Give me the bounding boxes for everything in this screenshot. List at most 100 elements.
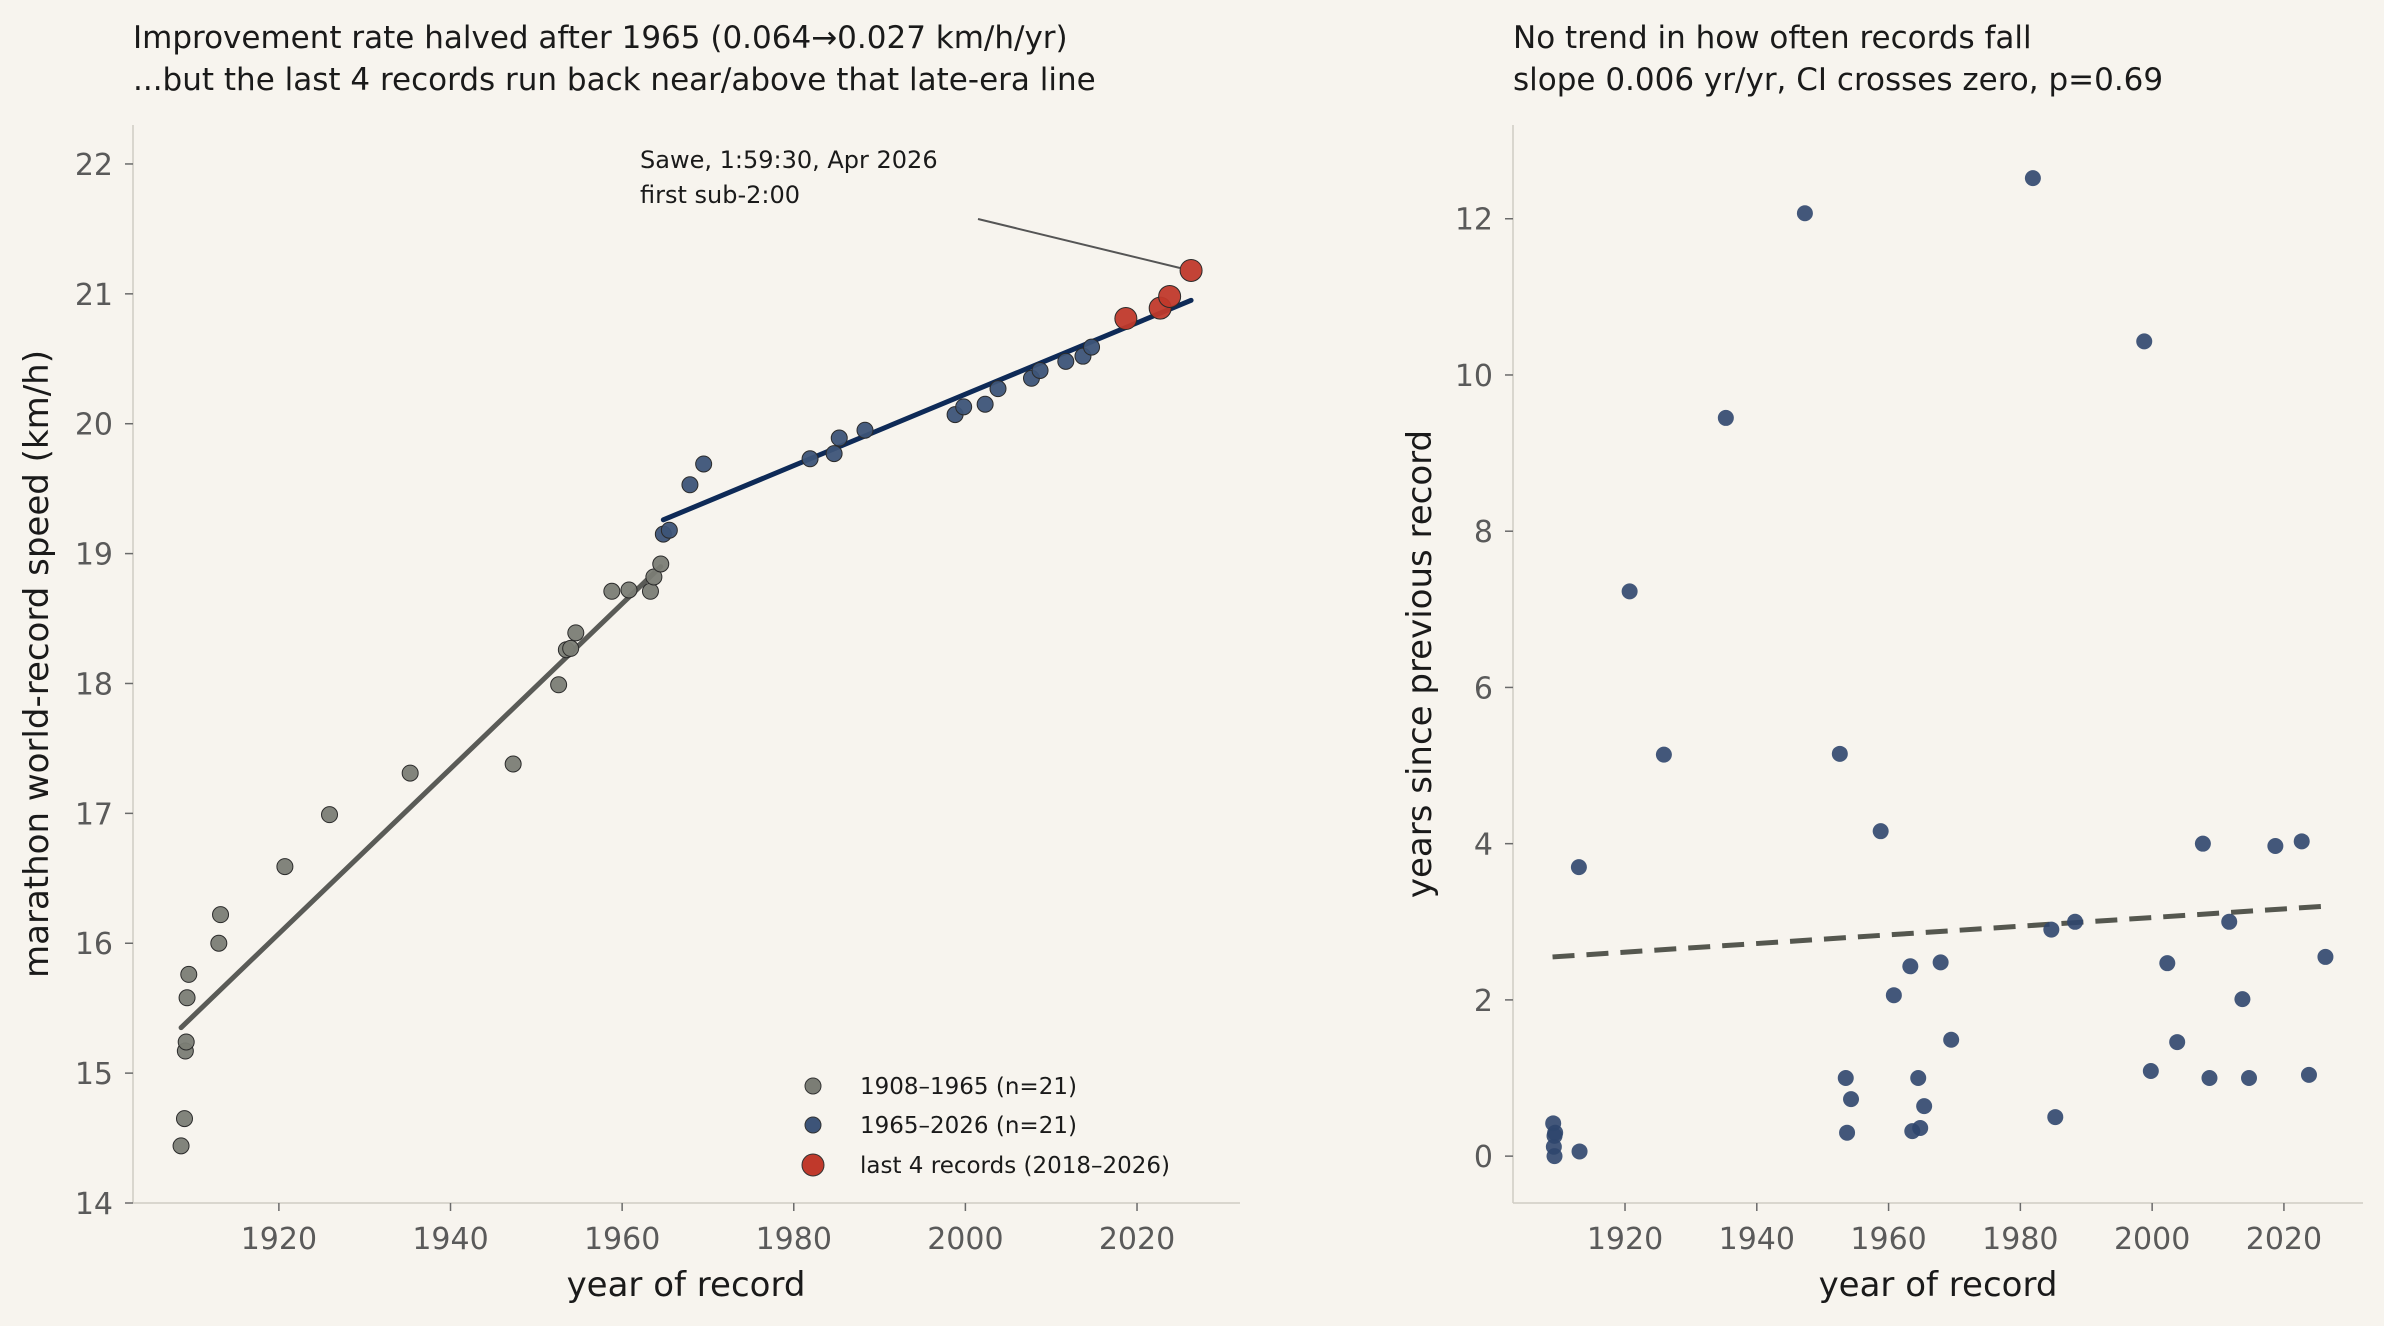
legend: 1908–1965 (n=21) 1965–2026 (n=21) last 4…: [801, 1074, 1170, 1179]
gap-point: [1902, 958, 1919, 975]
gap-point: [1932, 954, 1949, 971]
late-record-point: [830, 429, 848, 447]
late-era-fit-line: [660, 297, 1194, 523]
gap-point: [2234, 991, 2251, 1008]
right-panel: No trend in how often records fall slope…: [1400, 20, 2363, 1305]
gap-point: [1831, 745, 1848, 762]
left-x-tick-label: 2000: [927, 1222, 1003, 1257]
left-subtitle: ...but the last 4 records run back near/…: [133, 62, 1096, 98]
gap-point: [1943, 1031, 1960, 1048]
right-subtitle: slope 0.006 yr/yr, CI crosses zero, p=0.…: [1513, 62, 2163, 98]
right-y-tick-label: 6: [1474, 671, 1493, 706]
early-record-point: [177, 1033, 195, 1051]
right-y-tick-label: 12: [1455, 203, 1493, 238]
left-y-tick-label: 14: [75, 1187, 113, 1222]
gap-point: [1621, 583, 1638, 600]
annotation-line2: first sub-2:00: [640, 181, 800, 209]
legend-marker-recent: [801, 1153, 825, 1177]
gap-point: [1717, 409, 1734, 426]
early-record-point: [210, 934, 228, 952]
right-title: No trend in how often records fall: [1513, 20, 2032, 56]
early-record-point: [212, 906, 230, 924]
recent-record-point: [1114, 307, 1138, 331]
legend-label-late: 1965–2026 (n=21): [860, 1113, 1077, 1139]
right-x-tick-label: 2000: [2114, 1222, 2190, 1257]
left-fit-lines: [178, 297, 1194, 1031]
right-x-ticks: 1920 1940 1960 1980 2000 2020: [1587, 1203, 2322, 1257]
late-record-point: [681, 476, 699, 494]
late-record-point: [976, 395, 994, 413]
gap-point: [1912, 1120, 1929, 1137]
annotation-leader-line: [977, 218, 1181, 269]
gap-point: [1843, 1091, 1860, 1108]
left-y-tick-label: 19: [75, 538, 113, 573]
gap-point: [1546, 1148, 1563, 1165]
left-y-tick-label: 18: [75, 667, 113, 702]
gap-point: [1547, 1124, 1564, 1141]
early-era-fit-line: [178, 564, 664, 1031]
left-x-tick-label: 1940: [412, 1222, 488, 1257]
gap-point: [1837, 1070, 1854, 1087]
early-record-point: [652, 555, 670, 573]
left-x-tick-label: 1980: [756, 1222, 832, 1257]
gap-point: [2067, 913, 2084, 930]
gap-point: [2300, 1066, 2317, 1083]
left-y-tick-label: 21: [75, 278, 113, 313]
early-record-point: [562, 639, 580, 657]
left-x-ticks: 1920 1940 1960 1980 2000 2020: [241, 1203, 1175, 1257]
gap-point: [2241, 1070, 2258, 1087]
late-record-point: [825, 445, 843, 463]
gap-point: [2221, 913, 2238, 930]
right-x-tick-label: 1940: [1719, 1222, 1795, 1257]
left-title: Improvement rate halved after 1965 (0.06…: [133, 20, 1068, 56]
legend-marker-early: [804, 1077, 822, 1095]
gap-point: [1885, 987, 1902, 1004]
right-y-tick-label: 2: [1474, 984, 1493, 1019]
left-y-tick-label: 17: [75, 797, 113, 832]
early-record-point: [504, 755, 522, 773]
early-record-point: [603, 582, 621, 600]
right-x-tick-label: 1980: [1982, 1222, 2058, 1257]
gap-point: [2201, 1070, 2218, 1087]
early-record-point: [276, 858, 294, 876]
early-record-point: [567, 624, 585, 642]
left-x-tick-label: 1960: [584, 1222, 660, 1257]
late-record-point: [1057, 352, 1075, 370]
gap-point: [2047, 1109, 2064, 1126]
right-y-tick-label: 0: [1474, 1140, 1493, 1175]
early-record-point: [641, 582, 659, 600]
gap-point: [2043, 921, 2060, 938]
left-x-tick-label: 2020: [1099, 1222, 1175, 1257]
right-x-axis-label: year of record: [1819, 1265, 2058, 1305]
right-x-tick-label: 1920: [1587, 1222, 1663, 1257]
left-y-axis-label: marathon world-record speed (km/h): [17, 350, 57, 978]
late-record-point: [989, 380, 1007, 398]
gap-point: [1570, 859, 1587, 876]
early-record-point: [401, 764, 419, 782]
gap-point: [1655, 746, 1672, 763]
right-y-tick-label: 10: [1455, 359, 1493, 394]
early-record-point: [321, 806, 339, 824]
right-x-tick-label: 1960: [1850, 1222, 1926, 1257]
right-x-tick-label: 2020: [2246, 1222, 2322, 1257]
right-y-axis-label: years since previous record: [1400, 430, 1440, 898]
late-record-point: [801, 450, 819, 468]
right-y-ticks: 0 2 4 6 8 10 12: [1455, 203, 1513, 1175]
late-record-point: [856, 421, 874, 439]
left-y-tick-label: 16: [75, 927, 113, 962]
left-y-tick-label: 20: [75, 408, 113, 443]
late-record-point: [1083, 338, 1101, 356]
right-y-tick-label: 4: [1474, 828, 1493, 863]
gap-point: [2024, 170, 2041, 187]
gap-point: [2169, 1034, 2186, 1051]
early-record-point: [180, 965, 198, 983]
recent-record-point: [1158, 284, 1182, 308]
left-x-axis-label: year of record: [567, 1265, 806, 1305]
early-record-point: [620, 581, 638, 599]
gap-point: [1910, 1070, 1927, 1087]
late-record-point: [1031, 361, 1049, 379]
left-x-tick-label: 1920: [241, 1222, 317, 1257]
left-y-ticks: 14 15 16 17 18 19 20 21 22: [75, 148, 133, 1222]
right-trend-line: [1552, 903, 2326, 960]
early-record-point: [172, 1137, 190, 1155]
